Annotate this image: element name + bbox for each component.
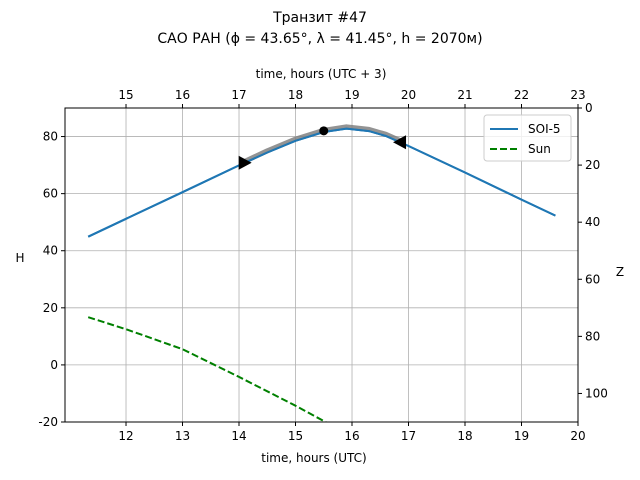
- x-axis-top-label: time, hours (UTC + 3): [256, 67, 387, 81]
- x-top-tick-label: 19: [344, 88, 359, 102]
- x-tick-label: 16: [344, 429, 359, 443]
- plot-frame: [64, 107, 579, 423]
- x-top-tick-label: 18: [288, 88, 303, 102]
- y-right-tick-label: 100: [585, 386, 608, 400]
- x-tick-label: 12: [118, 429, 133, 443]
- x-top-tick-label: 15: [118, 88, 133, 102]
- transit-highlight: [242, 124, 403, 164]
- culmination-marker: [319, 126, 329, 136]
- y-tick-label: -20: [38, 415, 58, 429]
- y-tick-label: 40: [43, 244, 58, 258]
- legend-soi5-label: SOI-5: [528, 122, 561, 136]
- x-tick-label: 17: [401, 429, 416, 443]
- y-tick-label: 80: [43, 130, 58, 144]
- x-tick-label: 15: [288, 429, 303, 443]
- y-right-tick-label: 40: [585, 215, 600, 229]
- y-right-tick-label: 60: [585, 272, 600, 286]
- transit-start-marker: [238, 155, 252, 170]
- y-right-tick-label: 0: [585, 101, 593, 115]
- chart-subtitle: САО РАН (ϕ = 43.65°, λ = 41.45°, h = 207…: [157, 31, 482, 47]
- transit-end-marker: [393, 135, 407, 150]
- x-top-tick-label: 22: [514, 88, 529, 102]
- y-axis-label: H: [15, 251, 24, 265]
- legend-sun-label: Sun: [528, 142, 551, 156]
- legend: SOI-5 Sun: [483, 114, 572, 162]
- x-top-tick-label: 23: [570, 88, 585, 102]
- x-top-tick-label: 16: [175, 88, 190, 102]
- y-right-tick-label: 80: [585, 329, 600, 343]
- chart-title: Транзит #47: [272, 10, 367, 26]
- x-tick-label: 19: [514, 429, 529, 443]
- x-tick-label: 20: [570, 429, 585, 443]
- x-tick-label: 18: [457, 429, 472, 443]
- y-right-tick-label: 20: [585, 158, 600, 172]
- x-axis-label: time, hours (UTC): [261, 451, 366, 465]
- y-tick-label: 60: [43, 187, 58, 201]
- x-tick-label: 14: [231, 429, 246, 443]
- series-line-overlay: [87, 127, 556, 238]
- x-top-tick-label: 17: [231, 88, 246, 102]
- y-tick-label: 0: [50, 358, 58, 372]
- y-axis-right-label: Z: [616, 265, 624, 279]
- x-top-tick-label: 21: [457, 88, 472, 102]
- y-tick-label: 20: [43, 301, 58, 315]
- series-line-sun: [87, 316, 328, 422]
- x-top-tick-label: 20: [401, 88, 416, 102]
- x-tick-label: 13: [175, 429, 190, 443]
